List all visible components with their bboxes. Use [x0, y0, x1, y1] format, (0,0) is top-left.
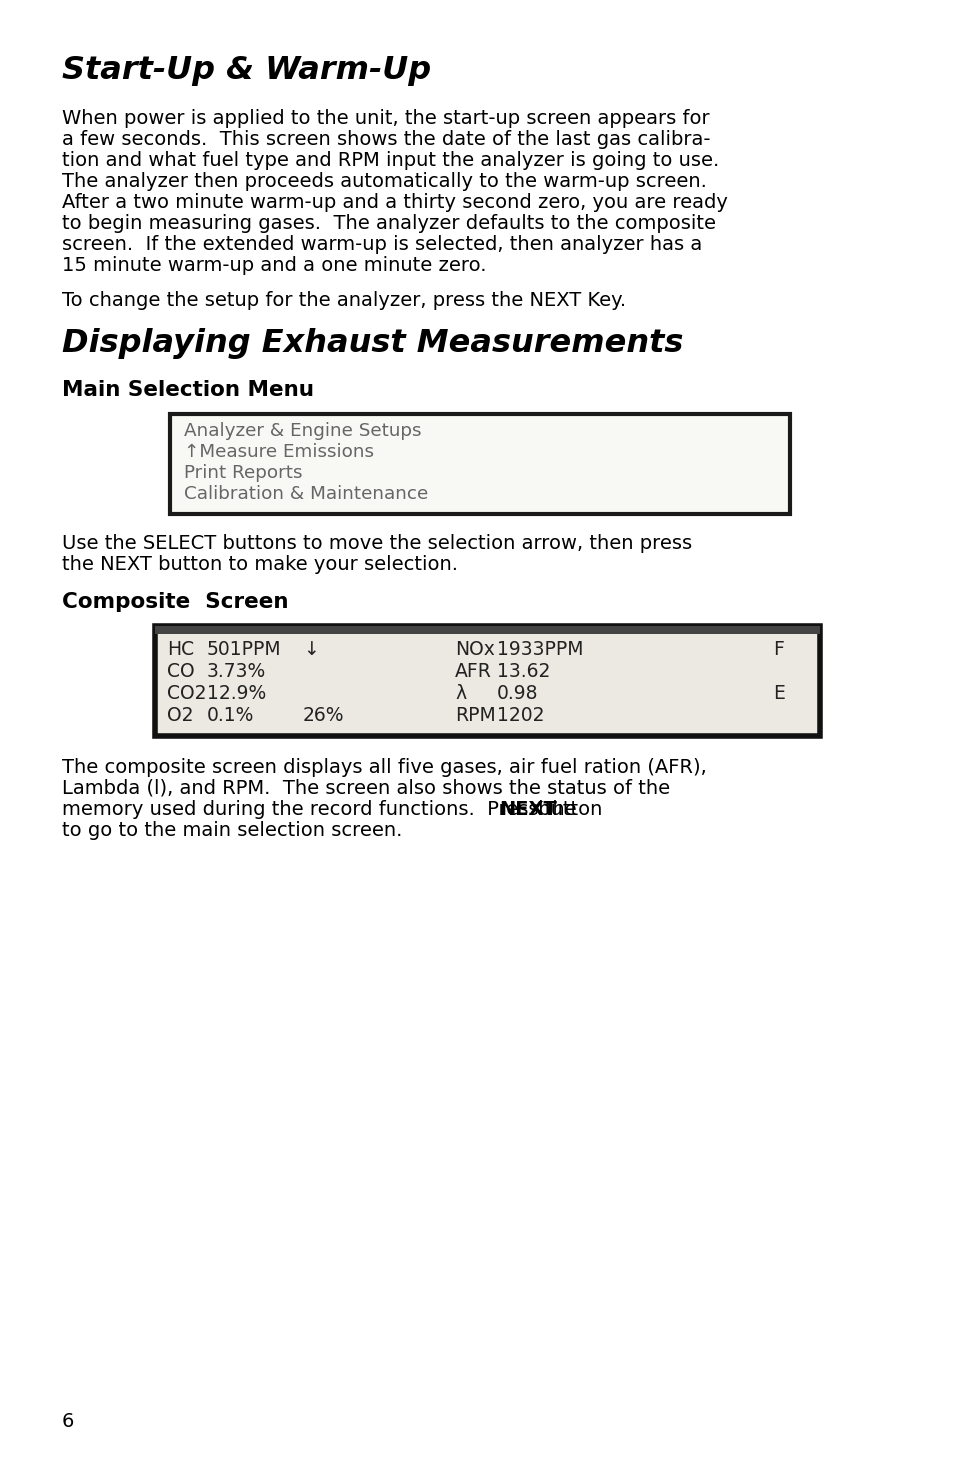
Text: λ: λ — [455, 683, 466, 702]
Text: E: E — [772, 683, 784, 702]
Text: CO2: CO2 — [167, 683, 206, 702]
Text: 6: 6 — [62, 1412, 74, 1431]
Text: The composite screen displays all five gases, air fuel ration (AFR),: The composite screen displays all five g… — [62, 758, 706, 777]
Text: the NEXT button to make your selection.: the NEXT button to make your selection. — [62, 555, 457, 574]
Text: 501PPM: 501PPM — [207, 640, 281, 659]
Text: a few seconds.  This screen shows the date of the last gas calibra-: a few seconds. This screen shows the dat… — [62, 130, 710, 149]
Text: NOx: NOx — [455, 640, 495, 659]
Text: 15 minute warm-up and a one minute zero.: 15 minute warm-up and a one minute zero. — [62, 256, 486, 275]
Text: F: F — [772, 640, 783, 659]
Text: button: button — [532, 800, 602, 819]
Text: After a two minute warm-up and a thirty second zero, you are ready: After a two minute warm-up and a thirty … — [62, 192, 727, 213]
Text: tion and what fuel type and RPM input the analyzer is going to use.: tion and what fuel type and RPM input th… — [62, 152, 719, 170]
Text: ↑Measure Emissions: ↑Measure Emissions — [184, 443, 374, 460]
Bar — [154, 627, 820, 736]
Text: to begin measuring gases.  The analyzer defaults to the composite: to begin measuring gases. The analyzer d… — [62, 214, 716, 233]
Text: Calibration & Maintenance: Calibration & Maintenance — [184, 485, 428, 503]
Text: HC: HC — [167, 640, 193, 659]
Text: Displaying Exhaust Measurements: Displaying Exhaust Measurements — [62, 328, 682, 358]
Text: ↓: ↓ — [303, 640, 318, 659]
Text: 1202: 1202 — [497, 707, 544, 726]
Text: Composite  Screen: Composite Screen — [62, 592, 288, 612]
Text: 26%: 26% — [303, 707, 344, 726]
Text: AFR: AFR — [455, 661, 492, 680]
Text: Print Reports: Print Reports — [184, 463, 302, 482]
Text: When power is applied to the unit, the start-up screen appears for: When power is applied to the unit, the s… — [62, 109, 709, 128]
Text: CO: CO — [167, 661, 194, 680]
Text: 1933PPM: 1933PPM — [497, 640, 583, 659]
Text: 0.98: 0.98 — [497, 683, 537, 702]
Bar — [154, 627, 820, 634]
Text: Lambda (l), and RPM.  The screen also shows the status of the: Lambda (l), and RPM. The screen also sho… — [62, 779, 669, 798]
Text: 3.73%: 3.73% — [207, 661, 266, 680]
Text: To change the setup for the analyzer, press the NEXT Key.: To change the setup for the analyzer, pr… — [62, 291, 625, 310]
Text: screen.  If the extended warm-up is selected, then analyzer has a: screen. If the extended warm-up is selec… — [62, 235, 701, 254]
Text: Start-Up & Warm-Up: Start-Up & Warm-Up — [62, 55, 431, 86]
Text: 0.1%: 0.1% — [207, 707, 254, 726]
Text: to go to the main selection screen.: to go to the main selection screen. — [62, 820, 402, 841]
Text: Analyzer & Engine Setups: Analyzer & Engine Setups — [184, 423, 421, 440]
Text: Main Selection Menu: Main Selection Menu — [62, 380, 314, 401]
Text: 13.62: 13.62 — [497, 661, 550, 680]
Text: NEXT: NEXT — [498, 800, 557, 819]
Bar — [170, 414, 789, 514]
Text: Use the SELECT buttons to move the selection arrow, then press: Use the SELECT buttons to move the selec… — [62, 535, 691, 554]
Text: memory used during the record functions.  Press the: memory used during the record functions.… — [62, 800, 582, 819]
Text: O2: O2 — [167, 707, 193, 726]
Text: RPM: RPM — [455, 707, 496, 726]
Text: The analyzer then proceeds automatically to the warm-up screen.: The analyzer then proceeds automatically… — [62, 172, 706, 191]
Text: 12.9%: 12.9% — [207, 683, 266, 702]
